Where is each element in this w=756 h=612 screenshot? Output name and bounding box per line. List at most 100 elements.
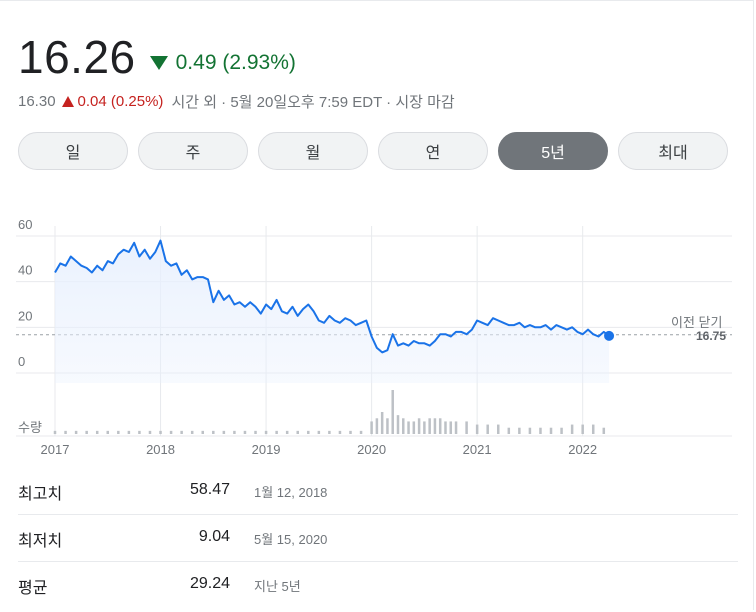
volume-bar <box>212 430 215 434</box>
volume-bar <box>380 412 384 434</box>
stat-row-low: 최저치 9.04 5월 15, 2020 <box>18 515 738 562</box>
tab-5-years[interactable]: 5년 <box>498 132 608 170</box>
after-hours-change-value: 0.04 (0.25%) <box>77 93 164 110</box>
volume-bar <box>407 421 410 434</box>
last-price-dot <box>604 330 615 341</box>
stat-value: 58.47 <box>189 481 230 498</box>
range-tabs: 일 주 월 연 5년 최대 <box>18 132 728 170</box>
price-chart-svg: 0 20 40 60 2017 2018 2019 2020 2021 2022 이전 닫기16.7… <box>16 217 732 457</box>
stat-label: 평균 <box>18 580 48 597</box>
volume-bar <box>428 418 431 434</box>
volume-bar <box>402 418 405 434</box>
volume-bar <box>391 390 394 434</box>
stat-label: 최고치 <box>18 486 63 503</box>
volume-bar <box>539 427 542 434</box>
after-hours-price: 16.30 <box>18 93 56 110</box>
volume-bar <box>201 430 205 434</box>
previous-close-label: 이전 닫기 <box>671 315 722 330</box>
volume-bar <box>138 430 141 434</box>
volume-bar <box>127 430 131 434</box>
tab-month[interactable]: 월 <box>258 132 368 170</box>
volume-bar <box>317 430 321 434</box>
volume-bar <box>359 430 363 434</box>
volume-bar <box>412 421 416 434</box>
volume-bar <box>454 421 458 434</box>
price-change: 0.49 (2.93%) <box>149 51 296 75</box>
previous-close-value: 16.75 <box>696 329 726 343</box>
volume-bar <box>328 430 331 434</box>
volume-bar <box>307 430 310 434</box>
arrow-up-icon <box>61 96 74 107</box>
volume-bar <box>243 430 247 434</box>
volume-bar <box>486 424 489 434</box>
volume-bar <box>222 430 226 434</box>
volume-label: 수량 <box>18 420 42 435</box>
volume-bar <box>190 430 194 434</box>
volume-bar <box>296 430 299 434</box>
volume-bar <box>275 430 278 434</box>
volume-bar <box>549 427 553 434</box>
tab-day[interactable]: 일 <box>18 132 128 170</box>
volume-bar <box>85 430 88 434</box>
volume-bar <box>106 430 110 434</box>
volume-bar <box>95 430 99 434</box>
y-tick-label: 20 <box>18 308 32 323</box>
volume-bar <box>375 418 379 434</box>
stat-label: 최저치 <box>18 533 63 550</box>
volume-bar <box>433 418 437 434</box>
volume-bar <box>74 430 78 434</box>
y-tick-label: 0 <box>18 354 25 369</box>
price-line <box>54 239 610 354</box>
volume-bar <box>53 430 57 434</box>
volume-bar <box>570 424 574 434</box>
price-area <box>55 240 610 383</box>
volume-bar <box>417 418 421 434</box>
y-tick-label: 60 <box>18 217 32 232</box>
volume-bar <box>449 421 453 434</box>
volume-bar <box>254 430 257 434</box>
volume-bar <box>497 424 500 434</box>
volume-bar <box>180 430 183 434</box>
volume-bar <box>338 430 342 434</box>
volume-bar <box>233 430 236 434</box>
volume-bar <box>528 427 532 434</box>
y-tick-label: 40 <box>18 263 32 278</box>
stat-date: 지난 5년 <box>254 579 301 594</box>
volume-bar <box>159 430 162 434</box>
volume-bar <box>560 427 563 434</box>
volume-bar <box>438 418 442 434</box>
volume-bar <box>507 427 511 434</box>
x-tick-label: 2019 <box>252 442 281 457</box>
price-chart[interactable]: 0 20 40 60 2017 2018 2019 2020 2021 2022 이전 닫기 16.7… <box>0 206 756 461</box>
volume-bar <box>370 421 373 434</box>
volume-bar <box>465 421 468 434</box>
volume-bar <box>518 427 521 434</box>
tab-max[interactable]: 최대 <box>618 132 728 170</box>
stat-value: 9.04 <box>198 528 230 545</box>
x-tick-label: 2022 <box>568 442 597 457</box>
after-hours-row: 16.30 0.04 (0.25%) 시간 외 · 5월 20일오후 7:59 … <box>18 91 455 112</box>
x-tick-label: 2017 <box>41 442 70 457</box>
volume-bar <box>396 415 400 434</box>
x-tick-label: 2021 <box>463 442 492 457</box>
price-row: 16.26 0.49 (2.93%) <box>18 29 296 85</box>
stat-date: 1월 12, 2018 <box>254 485 328 500</box>
tab-year[interactable]: 연 <box>378 132 488 170</box>
volume-bar <box>148 430 152 434</box>
arrow-down-icon <box>149 56 168 70</box>
x-tick-label: 2018 <box>146 442 175 457</box>
stat-date: 5월 15, 2020 <box>254 532 328 547</box>
stat-value: 29.24 <box>189 575 230 592</box>
volume-bar <box>602 427 606 434</box>
price-change-value: 0.49 (2.93%) <box>175 51 296 74</box>
volume-bar <box>169 430 173 434</box>
volume-bar <box>285 430 289 434</box>
current-price: 16.26 <box>18 31 136 83</box>
volume-bar <box>117 430 120 434</box>
stats-table: 최고치 58.47 1월 12, 2018 최저치 9.04 5월 15, 20… <box>18 468 738 608</box>
volume-bar <box>349 430 352 434</box>
after-hours-change: 0.04 (0.25%) <box>61 93 164 110</box>
tab-week[interactable]: 주 <box>138 132 248 170</box>
x-tick-label: 2020 <box>357 442 386 457</box>
